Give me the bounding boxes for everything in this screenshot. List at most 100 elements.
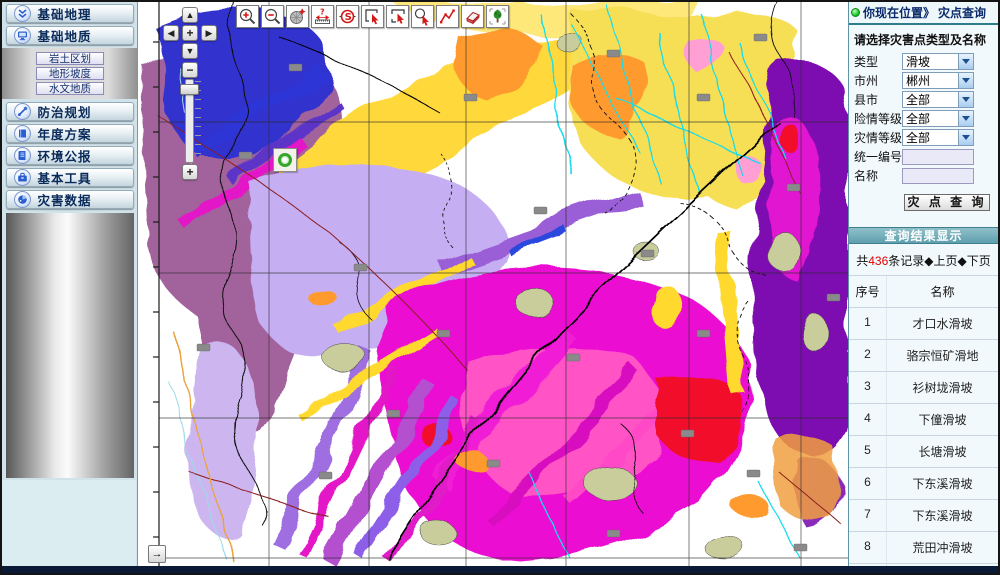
sidebar-item-annual-plan[interactable]: 年度方案	[5, 124, 134, 143]
sidebar-item-base-geography[interactable]: 基础地理	[5, 4, 134, 23]
disaster-level-select[interactable]: 全部	[902, 129, 974, 146]
eraser-tool-button[interactable]	[461, 5, 484, 28]
map-viewport[interactable]: ? S ▲ ◀ +	[139, 2, 848, 566]
measure-distance-tool-button[interactable]: ?	[311, 5, 334, 28]
sidebar-item-prevention-planning[interactable]: 防治规划	[5, 102, 134, 121]
county-value: 全部	[906, 93, 931, 107]
danger-level-select[interactable]: 全部	[902, 110, 974, 127]
row-name[interactable]: 下僮滑坡	[918, 413, 967, 427]
sidebar-item-label: 年度方案	[37, 128, 92, 142]
row-name[interactable]: 下东溪滑坡	[912, 509, 973, 523]
rect-select-tool-button[interactable]	[361, 5, 384, 28]
pan-down-button[interactable]: ▼	[182, 43, 198, 59]
row-name[interactable]: 才口水滑坡	[912, 317, 973, 331]
pan-right-button[interactable]: ▶	[201, 25, 217, 41]
city-label: 市州	[854, 74, 879, 88]
form-row-type: 类型 滑坡	[854, 52, 994, 71]
form-row-name: 名称	[854, 166, 994, 185]
sidebar-item-base-geology[interactable]: 基础地质	[5, 26, 134, 45]
unified-id-label: 统一编号	[854, 150, 903, 164]
vegetation-layer-tool-button[interactable]	[486, 5, 509, 28]
row-no: 5	[849, 436, 887, 467]
sidebar-item-disaster-data[interactable]: 灾害数据	[5, 190, 134, 209]
expand-panel-button[interactable]: →	[148, 545, 166, 563]
sidebar-gradient-panel	[5, 213, 134, 478]
disaster-query-button[interactable]: 灾 点 查 询	[904, 194, 990, 211]
form-row-city: 市州 郴州	[854, 71, 994, 90]
select-s-tool-button[interactable]: S	[336, 5, 359, 28]
rect-identify-tool-button[interactable]	[386, 5, 409, 28]
result-row[interactable]: 6 下东溪滑坡	[849, 467, 998, 499]
chevron-down-icon[interactable]	[958, 92, 973, 107]
zoom-slider-track[interactable]	[185, 79, 194, 163]
next-page-link[interactable]: ◆下页	[957, 254, 991, 268]
form-row-danger-level: 险情等级 全部	[854, 109, 994, 128]
row-name[interactable]: 荒田冲滑坡	[912, 541, 973, 555]
danger-level-label: 险情等级	[854, 112, 903, 126]
result-row[interactable]: 8 荒田冲滑坡	[849, 531, 998, 563]
type-value: 滑坡	[906, 55, 931, 69]
panel-breadcrumb: 你现在位置》 灾点查询	[849, 2, 998, 25]
sidebar-item-environment-bulletin[interactable]: 环境公报	[5, 146, 134, 165]
panel-instruction: 请选择灾害点类型及名称	[854, 33, 987, 47]
unified-id-input[interactable]	[902, 148, 974, 165]
result-row[interactable]: 3 衫树垅滑坡	[849, 371, 998, 403]
county-label: 县市	[854, 93, 879, 107]
name-input[interactable]	[902, 167, 974, 184]
result-row[interactable]: 5 长塘滑坡	[849, 435, 998, 467]
location-dot-icon	[851, 8, 860, 17]
full-extent-tool-button[interactable]	[286, 5, 309, 28]
row-no: 1	[849, 308, 887, 339]
total-prefix: 共	[856, 254, 869, 268]
zoom-out-button[interactable]: −	[182, 62, 198, 78]
row-name[interactable]: 骆宗恒矿滑地	[906, 349, 979, 363]
result-row[interactable]: 7 下东溪滑坡	[849, 499, 998, 531]
sidebar-subitem-hydrogeology[interactable]: 水文地质	[36, 82, 104, 95]
disaster-level-label: 灾情等级	[854, 131, 903, 145]
row-no: 4	[849, 404, 887, 435]
chevron-down-icon[interactable]	[958, 130, 973, 145]
sidebar-footer	[2, 480, 136, 566]
form-row-disaster-level: 灾情等级 全部	[854, 128, 994, 147]
map-toolbar: ? S	[236, 5, 509, 28]
pan-center-button[interactable]: +	[182, 25, 198, 41]
result-row[interactable]: 1 才口水滑坡	[849, 307, 998, 339]
sidebar-submenu-geology: 岩土区划 地形坡度 水文地质	[2, 48, 138, 99]
row-name[interactable]: 下东溪滑坡	[912, 477, 973, 491]
data-chart-icon	[13, 191, 31, 208]
zoom-in-button[interactable]: +	[182, 164, 198, 180]
pan-left-button[interactable]: ◀	[163, 25, 179, 41]
row-name[interactable]: 衫树垅滑坡	[912, 381, 973, 395]
row-name[interactable]: 长塘滑坡	[918, 445, 967, 459]
type-label: 类型	[854, 55, 879, 69]
danger-level-value: 全部	[906, 112, 931, 126]
zoom-out-tool-button[interactable]	[261, 5, 284, 28]
circle-select-tool-button[interactable]	[411, 5, 434, 28]
report-icon	[13, 147, 31, 164]
result-row[interactable]: 2 骆宗恒矿滑地	[849, 339, 998, 371]
chevron-down-icon[interactable]	[958, 111, 973, 126]
row-no: 6	[849, 468, 887, 499]
result-row[interactable]: 4 下僮滑坡	[849, 403, 998, 435]
type-select[interactable]: 滑坡	[902, 53, 974, 70]
results-title: 查询结果显示	[849, 227, 998, 244]
zoom-slider-handle[interactable]	[180, 84, 199, 95]
sidebar-item-label: 环境公报	[37, 150, 92, 164]
prev-page-link[interactable]: ◆上页	[924, 254, 958, 268]
sidebar-item-basic-tools[interactable]: 基本工具	[5, 168, 134, 187]
chevron-down-icon[interactable]	[958, 54, 973, 69]
geology-map-canvas[interactable]	[139, 2, 848, 566]
sidebar-subitem-terrain-slope[interactable]: 地形坡度	[36, 67, 104, 80]
form-row-county: 县市 全部	[854, 90, 994, 109]
sidebar-item-label: 防治规划	[37, 106, 92, 120]
city-select[interactable]: 郴州	[902, 72, 974, 89]
pan-up-button[interactable]: ▲	[182, 7, 198, 23]
county-select[interactable]: 全部	[902, 91, 974, 108]
chevron-down-icon[interactable]	[958, 73, 973, 88]
locate-marker-button[interactable]	[273, 148, 297, 172]
zoom-in-tool-button[interactable]	[236, 5, 259, 28]
sidebar-subitem-rock-soil-zoning[interactable]: 岩土区划	[36, 52, 104, 65]
results-pagination: 共436条记录◆上页◆下页	[849, 244, 998, 275]
draw-polyline-tool-button[interactable]	[436, 5, 459, 28]
